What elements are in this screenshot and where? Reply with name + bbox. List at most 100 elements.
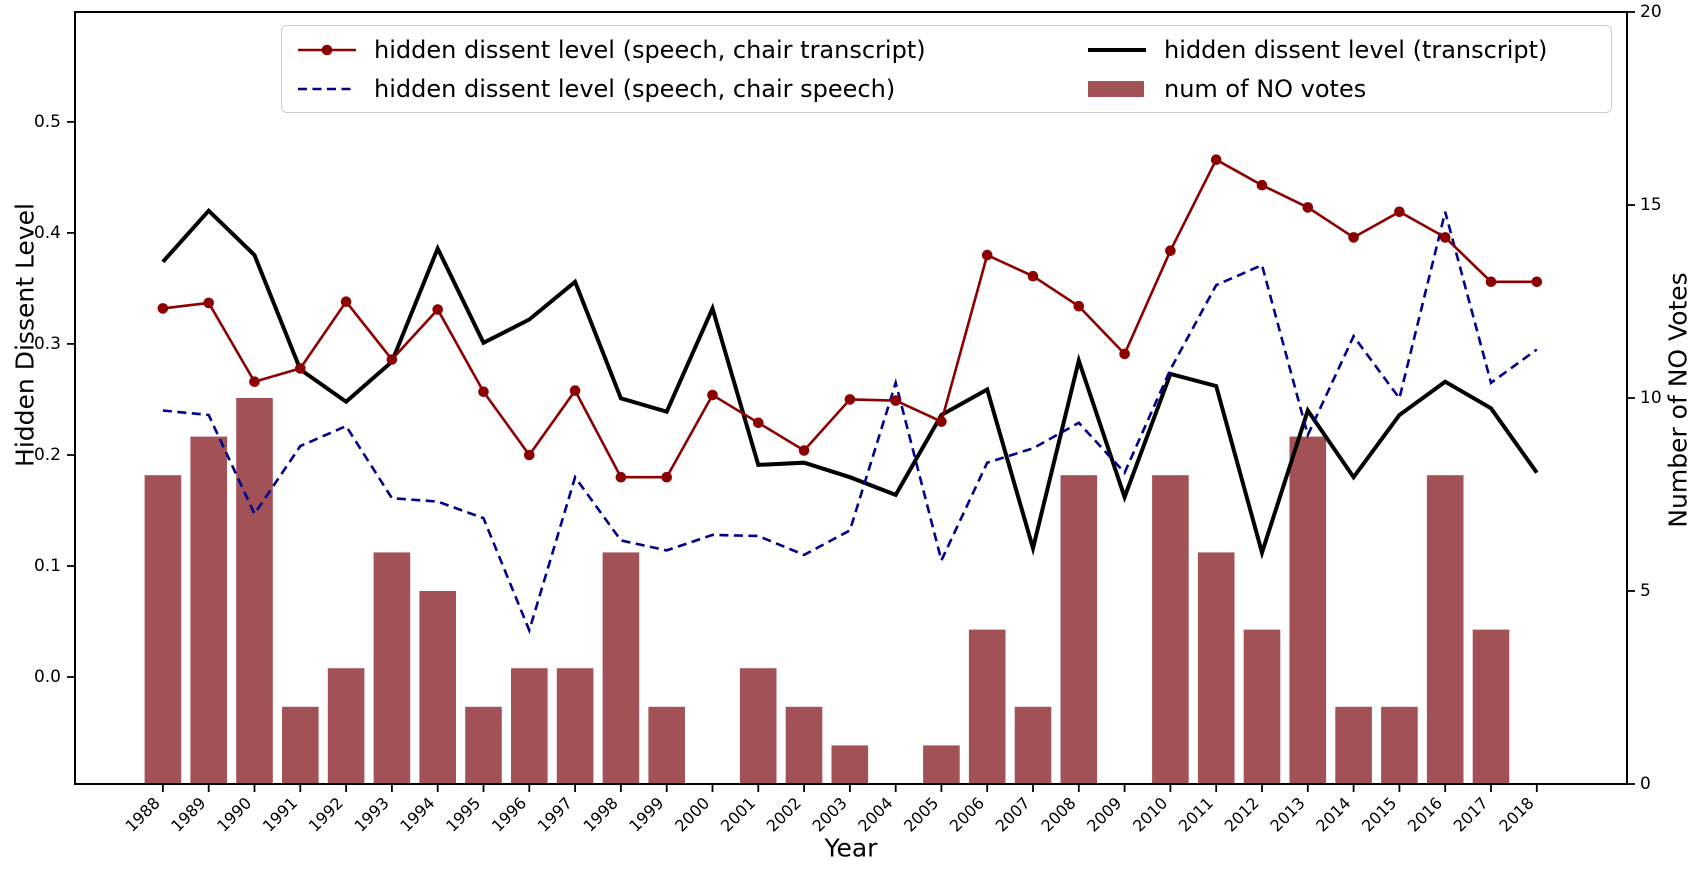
x-tick-label: 2009 — [1083, 793, 1125, 835]
x-tick-label: 2017 — [1450, 793, 1492, 835]
marker-1994 — [432, 304, 444, 315]
marker-2012 — [1256, 179, 1268, 191]
x-tick-label: 2015 — [1358, 793, 1400, 835]
bar-2015 — [1381, 706, 1418, 784]
bar-2010 — [1152, 475, 1189, 784]
marker-2015 — [1394, 206, 1405, 218]
bar-2017 — [1472, 629, 1510, 784]
marker-2018 — [1531, 276, 1543, 288]
x-tick-label: 2013 — [1266, 793, 1308, 835]
marker-2013 — [1302, 202, 1314, 213]
right-axis-ticks: 0 5 10 15 20 — [1627, 2, 1662, 794]
bar-1989 — [190, 436, 227, 784]
left-tick-label: 0.3 — [34, 334, 61, 354]
left-tick-label: 0.5 — [34, 112, 61, 132]
x-tick-label: 2008 — [1037, 793, 1079, 835]
bar-2014 — [1335, 706, 1372, 784]
marker-1989 — [203, 297, 214, 309]
legend-label: num of NO votes — [1164, 74, 1367, 103]
marker-2016 — [1439, 232, 1451, 243]
left-tick-label: 0.2 — [34, 445, 61, 465]
x-tick-label: 1994 — [396, 793, 438, 835]
marker-2010 — [1165, 245, 1176, 256]
line-transcript — [161, 207, 1539, 560]
x-tick-label: 1990 — [213, 793, 255, 835]
x-tick-label: 2001 — [717, 793, 759, 835]
bar-2011 — [1197, 552, 1235, 784]
right-tick-label: 15 — [1640, 195, 1662, 215]
line-chair-speech — [162, 211, 1538, 635]
blue-dashed-line-icon — [298, 87, 356, 90]
legend-item-no-votes: num of NO votes — [1086, 69, 1597, 108]
x-tick-label: 2018 — [1495, 793, 1537, 835]
right-tick-label: 20 — [1640, 2, 1662, 22]
x-tick-label: 2012 — [1221, 793, 1263, 835]
legend-label: hidden dissent level (transcript) — [1164, 35, 1548, 64]
marker-1996 — [524, 449, 535, 461]
x-tick-label: 1988 — [122, 793, 164, 835]
marker-2005 — [936, 416, 947, 427]
bar-2001 — [739, 668, 777, 784]
right-tick-label: 5 — [1640, 581, 1651, 601]
legend-item-transcript: hidden dissent level (transcript) — [1086, 30, 1597, 69]
x-axis-title: Year — [824, 833, 878, 863]
right-tick-label: 10 — [1640, 388, 1662, 408]
marker-1999 — [661, 471, 672, 483]
marker-2017 — [1485, 276, 1497, 288]
marker-2011 — [1210, 154, 1222, 165]
marker-2004 — [890, 395, 901, 406]
left-tick-label: 0.1 — [34, 556, 61, 576]
bar-1988 — [144, 475, 182, 784]
bar-1997 — [556, 668, 594, 784]
marker-1997 — [569, 385, 581, 396]
x-tick-label: 2005 — [900, 793, 942, 835]
bar-2013 — [1289, 436, 1327, 784]
x-tick-label: 2014 — [1312, 793, 1354, 835]
x-axis-ticks: 1988 1989 1990 1991 1992 1993 1994 1995 1996 1997… — [122, 784, 1538, 836]
bar-1994 — [419, 591, 456, 784]
bar-1992 — [327, 668, 365, 784]
marker-1988 — [157, 303, 169, 314]
x-tick-label: 1991 — [259, 793, 301, 835]
legend-item-chair-transcript: hidden dissent level (speech, chair tran… — [296, 30, 1086, 69]
bar-1998 — [602, 552, 640, 784]
x-tick-label: 1995 — [442, 793, 484, 835]
x-tick-label: 2004 — [854, 793, 896, 835]
bar-1993 — [373, 552, 411, 784]
marker-2000 — [707, 389, 718, 401]
x-tick-label: 1998 — [580, 793, 622, 835]
marker-2014 — [1348, 232, 1359, 243]
bar-2007 — [1014, 706, 1052, 784]
bar-1996 — [511, 668, 548, 784]
bars-num-of-no-votes — [144, 398, 1510, 784]
x-tick-label: 2007 — [992, 793, 1034, 835]
bar-1991 — [282, 706, 319, 784]
marker-1993 — [386, 354, 398, 365]
bar-2005 — [923, 745, 960, 784]
marker-1992 — [340, 296, 352, 308]
bar-1995 — [465, 706, 502, 784]
marker-2003 — [844, 394, 856, 405]
red-line-marker-icon — [298, 44, 356, 55]
marker-2006 — [981, 249, 993, 261]
left-tick-label: 0.4 — [34, 223, 61, 243]
bar-2012 — [1243, 629, 1281, 784]
marker-2002 — [798, 445, 810, 456]
x-tick-label: 2016 — [1404, 793, 1446, 835]
bar-2002 — [785, 706, 823, 784]
legend-label: hidden dissent level (speech, chair tran… — [374, 35, 926, 64]
x-tick-label: 2010 — [1129, 793, 1171, 835]
marker-2001 — [753, 417, 764, 429]
bar-1999 — [648, 706, 685, 784]
marker-2007 — [1027, 270, 1039, 282]
right-tick-label: 0 — [1640, 774, 1651, 794]
x-tick-label: 1996 — [488, 793, 530, 835]
bar-2016 — [1426, 475, 1464, 784]
bar-2006 — [968, 629, 1006, 784]
left-axis-title: Hidden Dissent Level — [10, 203, 40, 467]
x-tick-label: 2011 — [1175, 793, 1217, 835]
bar-2008 — [1060, 475, 1098, 784]
marker-2009 — [1119, 348, 1130, 360]
